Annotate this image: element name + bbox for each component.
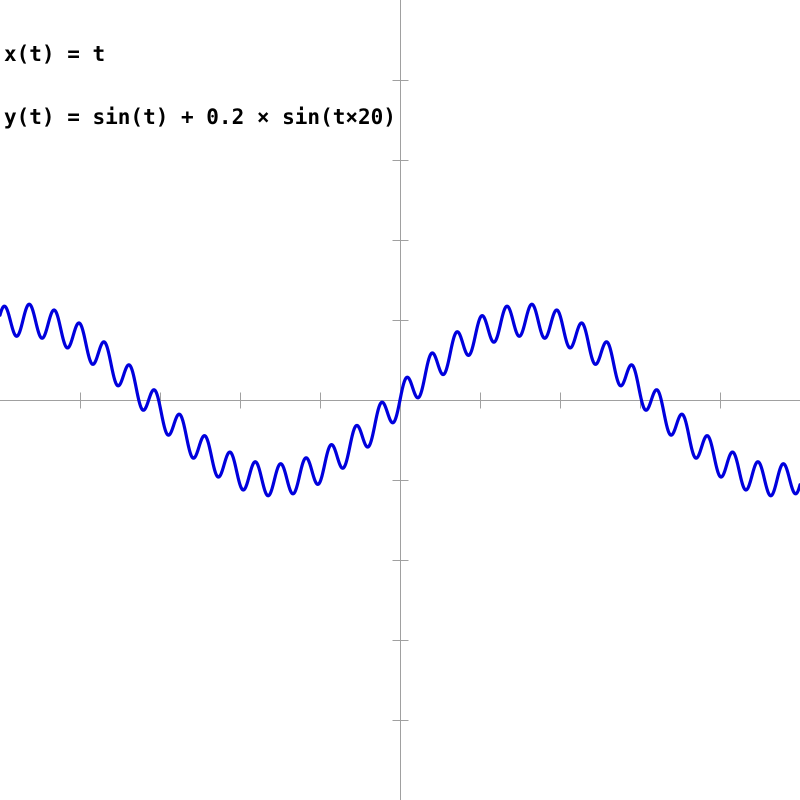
y-equation: y(t) = sin(t) + 0.2 × sin(t×20) (4, 105, 396, 129)
x-equation: x(t) = t (4, 42, 106, 66)
series-curve (0, 302, 800, 498)
equation-block: x(t) = t y(t) = sin(t) + 0.2 × sin(t×20) (4, 2, 396, 170)
curve-layer (0, 302, 800, 498)
